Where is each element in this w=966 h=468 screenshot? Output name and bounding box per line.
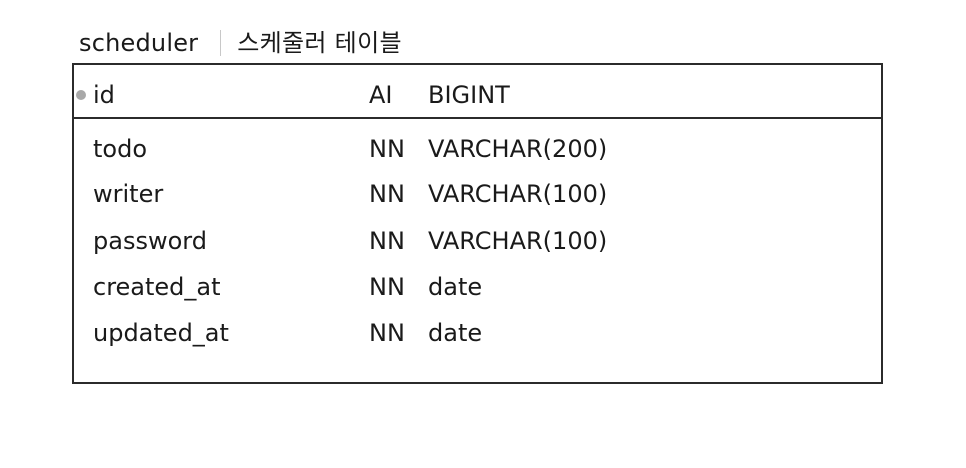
column-flag: NN: [369, 319, 405, 347]
column-row-updated-at[interactable]: updated_at NN date: [74, 316, 881, 350]
column-name: password: [93, 227, 207, 255]
primary-key-dot-icon: [76, 90, 86, 100]
table-name[interactable]: scheduler: [79, 29, 199, 57]
column-type: VARCHAR(100): [428, 180, 608, 208]
column-flag: NN: [369, 180, 405, 208]
column-row-password[interactable]: password NN VARCHAR(100): [74, 224, 881, 258]
table-comment[interactable]: 스케줄러 테이블: [237, 29, 402, 57]
column-flag: NN: [369, 273, 405, 301]
column-flag: NN: [369, 135, 405, 163]
entity-box[interactable]: id AI BIGINT todo NN VARCHAR(200) writer…: [72, 63, 883, 384]
column-row-writer[interactable]: writer NN VARCHAR(100): [74, 177, 881, 211]
column-type: VARCHAR(100): [428, 227, 608, 255]
column-type: BIGINT: [428, 81, 510, 109]
header-divider: [220, 30, 222, 56]
column-name: id: [93, 81, 115, 109]
column-row-todo[interactable]: todo NN VARCHAR(200): [74, 132, 881, 166]
column-flag: AI: [369, 81, 393, 109]
column-flag: NN: [369, 227, 405, 255]
column-type: date: [428, 319, 483, 347]
primary-key-row[interactable]: id AI BIGINT: [74, 78, 881, 112]
column-name: todo: [93, 135, 148, 163]
column-type: date: [428, 273, 483, 301]
primary-key-section: id AI BIGINT: [74, 65, 881, 119]
column-name: updated_at: [93, 319, 229, 347]
column-name: created_at: [93, 273, 221, 301]
column-type: VARCHAR(200): [428, 135, 608, 163]
column-name: writer: [93, 180, 164, 208]
table-header: scheduler 스케줄러 테이블: [79, 26, 402, 60]
column-row-created-at[interactable]: created_at NN date: [74, 270, 881, 304]
